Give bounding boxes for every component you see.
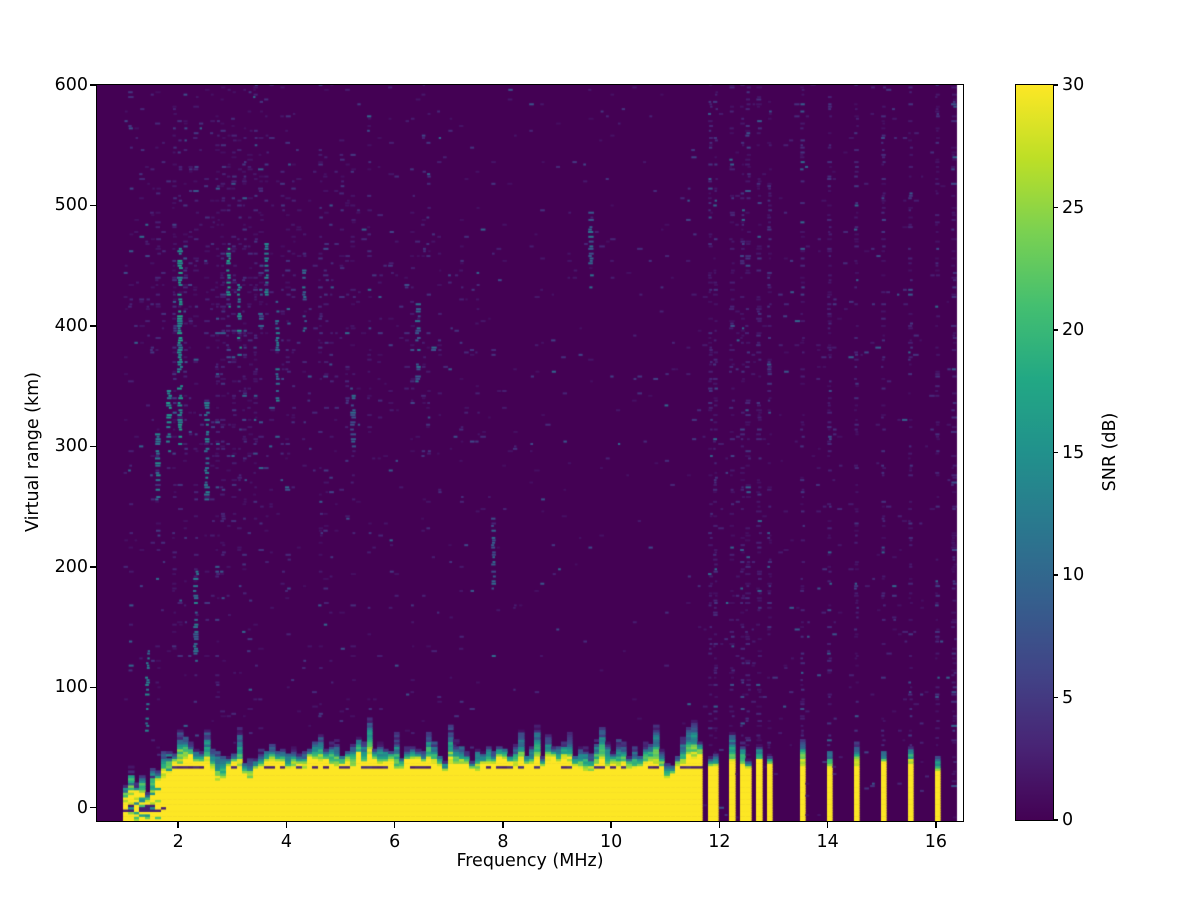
y-tick-mark (90, 445, 97, 448)
colorbar-tick-mark (1053, 329, 1058, 331)
y-tick-mark (90, 686, 97, 688)
x-tick-label: 6 (389, 832, 401, 852)
x-tick-mark (935, 821, 937, 828)
x-tick-label: 12 (708, 832, 731, 852)
heatmap-canvas (96, 84, 963, 821)
x-tick-mark (285, 821, 288, 828)
x-tick-mark (610, 821, 612, 828)
colorbar-tick-label: 5 (1062, 687, 1074, 708)
x-axis-label: Frequency (MHz) (456, 851, 604, 871)
colorbar-tick-mark (1053, 819, 1058, 821)
y-tick-mark (90, 325, 97, 327)
x-tick-mark (718, 821, 721, 828)
x-tick-label: 16 (924, 832, 948, 852)
x-tick-label: 2 (172, 832, 184, 852)
y-tick-label: 600 (54, 75, 88, 95)
y-tick-mark (90, 84, 97, 86)
x-tick-mark (502, 821, 504, 828)
colorbar-tick-label: 10 (1062, 565, 1085, 585)
y-tick-label: 0 (76, 797, 88, 818)
x-tick-label: 8 (497, 832, 509, 852)
y-tick-label: 100 (54, 677, 88, 698)
colorbar-tick-mark (1053, 696, 1058, 699)
x-tick-label: 14 (816, 832, 839, 852)
y-tick-label: 200 (54, 556, 88, 577)
colorbar-tick-label: 15 (1062, 442, 1085, 463)
x-tick-mark (826, 821, 829, 828)
x-tick-mark (393, 821, 396, 828)
y-tick-mark (90, 566, 97, 568)
x-tick-label: 4 (280, 832, 292, 852)
colorbar-tick-mark (1053, 574, 1058, 576)
y-tick-label: 400 (54, 315, 88, 336)
colorbar-tick-label: 25 (1062, 197, 1085, 218)
y-tick-mark (90, 807, 97, 809)
colorbar-tick-mark (1053, 451, 1058, 454)
x-tick-label: 10 (600, 832, 623, 852)
y-tick-label: 300 (54, 436, 88, 457)
heatmap-plot-area (95, 83, 964, 822)
y-tick-label: 500 (54, 195, 88, 216)
colorbar-tick-mark (1053, 84, 1058, 86)
colorbar-tick-mark (1053, 206, 1058, 209)
colorbar-tick-label: 0 (1062, 810, 1074, 830)
colorbar-tick-label: 30 (1062, 75, 1085, 95)
y-tick-mark (90, 204, 97, 207)
colorbar (1014, 83, 1054, 821)
x-tick-mark (177, 821, 179, 828)
colorbar-tick-label: 20 (1062, 320, 1085, 340)
